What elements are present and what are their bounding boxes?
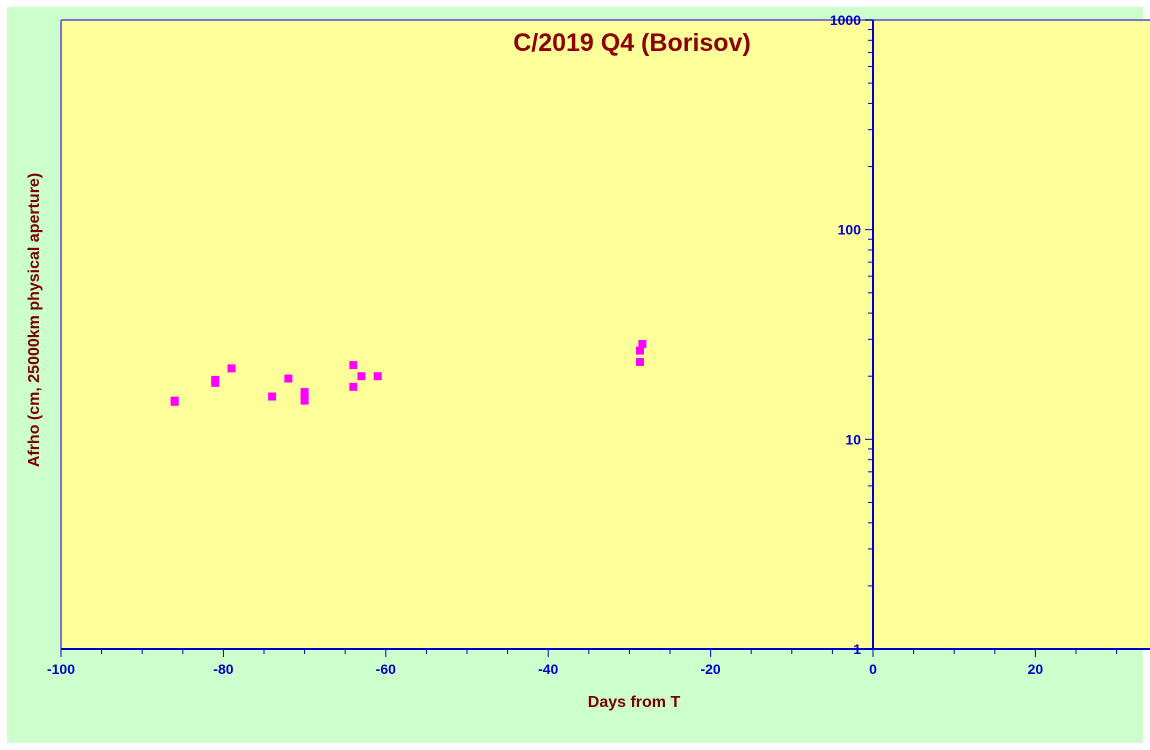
y-tick-label: 10: [845, 431, 861, 447]
data-point: [170, 397, 179, 406]
chart-title: C/2019 Q4 (Borisov): [513, 29, 751, 57]
plot-area: [61, 20, 1150, 649]
data-point: [635, 357, 644, 366]
x-tick-label: -100: [47, 661, 75, 677]
data-point: [349, 361, 358, 370]
data-point: [357, 372, 366, 381]
x-tick-labels: -100 -80 -60 -40 -20 0 20: [47, 661, 1043, 677]
data-point: [284, 374, 293, 383]
y-tick-label: 100: [838, 222, 862, 238]
x-tick-label: 20: [1028, 661, 1044, 677]
data-point: [211, 378, 220, 387]
data-point: [300, 391, 309, 400]
data-point: [635, 346, 644, 355]
y-tick-label: 1: [853, 641, 861, 657]
data-point: [227, 364, 236, 373]
x-tick-label: 0: [869, 661, 877, 677]
data-point: [373, 372, 382, 381]
data-points: [170, 339, 647, 406]
x-tick-label: -80: [213, 661, 233, 677]
y-axis-title: Afrho (cm, 25000km physical aperture): [26, 173, 43, 467]
data-point: [300, 396, 309, 405]
data-point: [268, 392, 277, 401]
x-tick-label: -40: [538, 661, 558, 677]
data-point: [349, 382, 358, 391]
y-tick-label: 1000: [830, 12, 861, 28]
x-tick-label: -20: [700, 661, 720, 677]
x-tick-label: -60: [376, 661, 396, 677]
axes: [60, 19, 1150, 657]
data-point: [638, 339, 647, 348]
x-axis-title: Days from T: [588, 694, 681, 711]
y-tick-labels: 1 10 100 1000: [830, 12, 861, 657]
